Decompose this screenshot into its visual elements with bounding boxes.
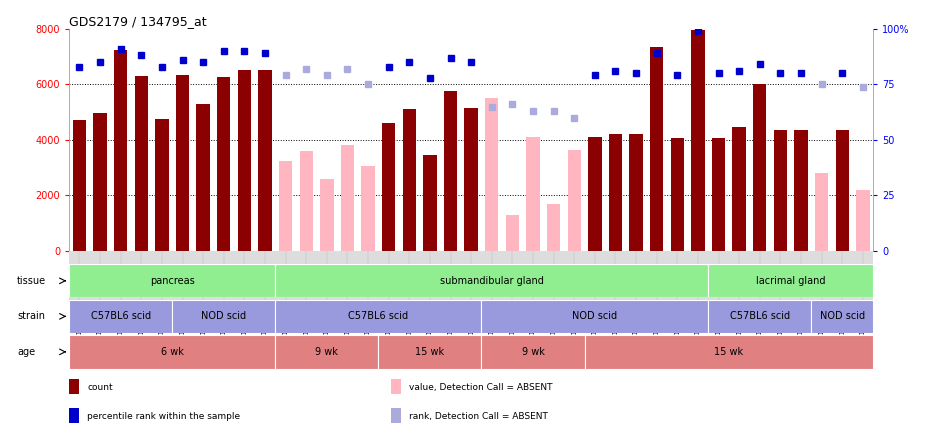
Bar xyxy=(481,335,584,369)
Bar xyxy=(630,134,643,251)
Bar xyxy=(114,50,127,251)
Text: 15 wk: 15 wk xyxy=(714,347,743,357)
Bar xyxy=(609,134,622,251)
Bar xyxy=(588,137,601,251)
Bar xyxy=(238,71,251,251)
Bar xyxy=(69,335,276,369)
Bar xyxy=(69,300,172,333)
Bar xyxy=(391,379,401,394)
Bar xyxy=(382,123,395,251)
Bar xyxy=(196,104,210,251)
Bar xyxy=(708,300,812,333)
Text: NOD scid: NOD scid xyxy=(820,311,865,321)
Bar xyxy=(423,155,437,251)
Text: C57BL6 scid: C57BL6 scid xyxy=(91,311,151,321)
Text: NOD scid: NOD scid xyxy=(572,311,617,321)
Bar xyxy=(753,84,766,251)
Text: value, Detection Call = ABSENT: value, Detection Call = ABSENT xyxy=(409,383,552,392)
Bar xyxy=(259,71,272,251)
Text: submandibular gland: submandibular gland xyxy=(439,276,544,286)
Bar xyxy=(732,127,746,251)
Text: GDS2179 / 134795_at: GDS2179 / 134795_at xyxy=(69,15,206,28)
Bar xyxy=(485,98,498,251)
Bar xyxy=(276,335,379,369)
Bar xyxy=(134,76,148,251)
Bar xyxy=(812,300,873,333)
Bar xyxy=(276,300,481,333)
Bar xyxy=(481,300,708,333)
Bar xyxy=(217,77,230,251)
Text: tissue: tissue xyxy=(17,276,46,286)
Bar xyxy=(708,264,873,297)
Text: count: count xyxy=(87,383,113,392)
Bar xyxy=(299,151,313,251)
Bar xyxy=(712,139,725,251)
Bar xyxy=(402,109,416,251)
Text: pancreas: pancreas xyxy=(150,276,194,286)
Text: 9 wk: 9 wk xyxy=(315,347,338,357)
Bar xyxy=(774,130,787,251)
Bar xyxy=(835,130,849,251)
Text: NOD scid: NOD scid xyxy=(201,311,246,321)
Bar xyxy=(650,47,663,251)
Bar xyxy=(172,300,276,333)
Bar xyxy=(527,137,540,251)
Bar xyxy=(176,75,189,251)
Bar xyxy=(815,173,829,251)
Text: age: age xyxy=(17,347,35,357)
Bar xyxy=(69,264,276,297)
Bar xyxy=(691,30,705,251)
Bar xyxy=(279,161,293,251)
Bar xyxy=(856,190,869,251)
Text: 15 wk: 15 wk xyxy=(416,347,444,357)
Text: lacrimal gland: lacrimal gland xyxy=(756,276,826,286)
Text: C57BL6 scid: C57BL6 scid xyxy=(348,311,408,321)
Text: percentile rank within the sample: percentile rank within the sample xyxy=(87,412,241,421)
Bar xyxy=(276,264,708,297)
Bar xyxy=(362,166,375,251)
Bar xyxy=(69,379,80,394)
Bar xyxy=(584,335,873,369)
Bar xyxy=(73,120,86,251)
Bar xyxy=(341,146,354,251)
Bar xyxy=(320,179,333,251)
Bar xyxy=(670,139,684,251)
Bar xyxy=(69,408,80,423)
Bar xyxy=(464,108,478,251)
Bar xyxy=(567,150,581,251)
Bar xyxy=(795,130,808,251)
Text: 9 wk: 9 wk xyxy=(522,347,545,357)
Text: strain: strain xyxy=(17,311,45,321)
Text: C57BL6 scid: C57BL6 scid xyxy=(730,311,790,321)
Bar xyxy=(547,204,561,251)
Bar xyxy=(444,91,457,251)
Bar xyxy=(155,119,169,251)
Bar xyxy=(379,335,481,369)
Bar xyxy=(94,114,107,251)
Text: 6 wk: 6 wk xyxy=(161,347,184,357)
Bar xyxy=(506,215,519,251)
Bar xyxy=(391,408,401,423)
Text: rank, Detection Call = ABSENT: rank, Detection Call = ABSENT xyxy=(409,412,547,421)
